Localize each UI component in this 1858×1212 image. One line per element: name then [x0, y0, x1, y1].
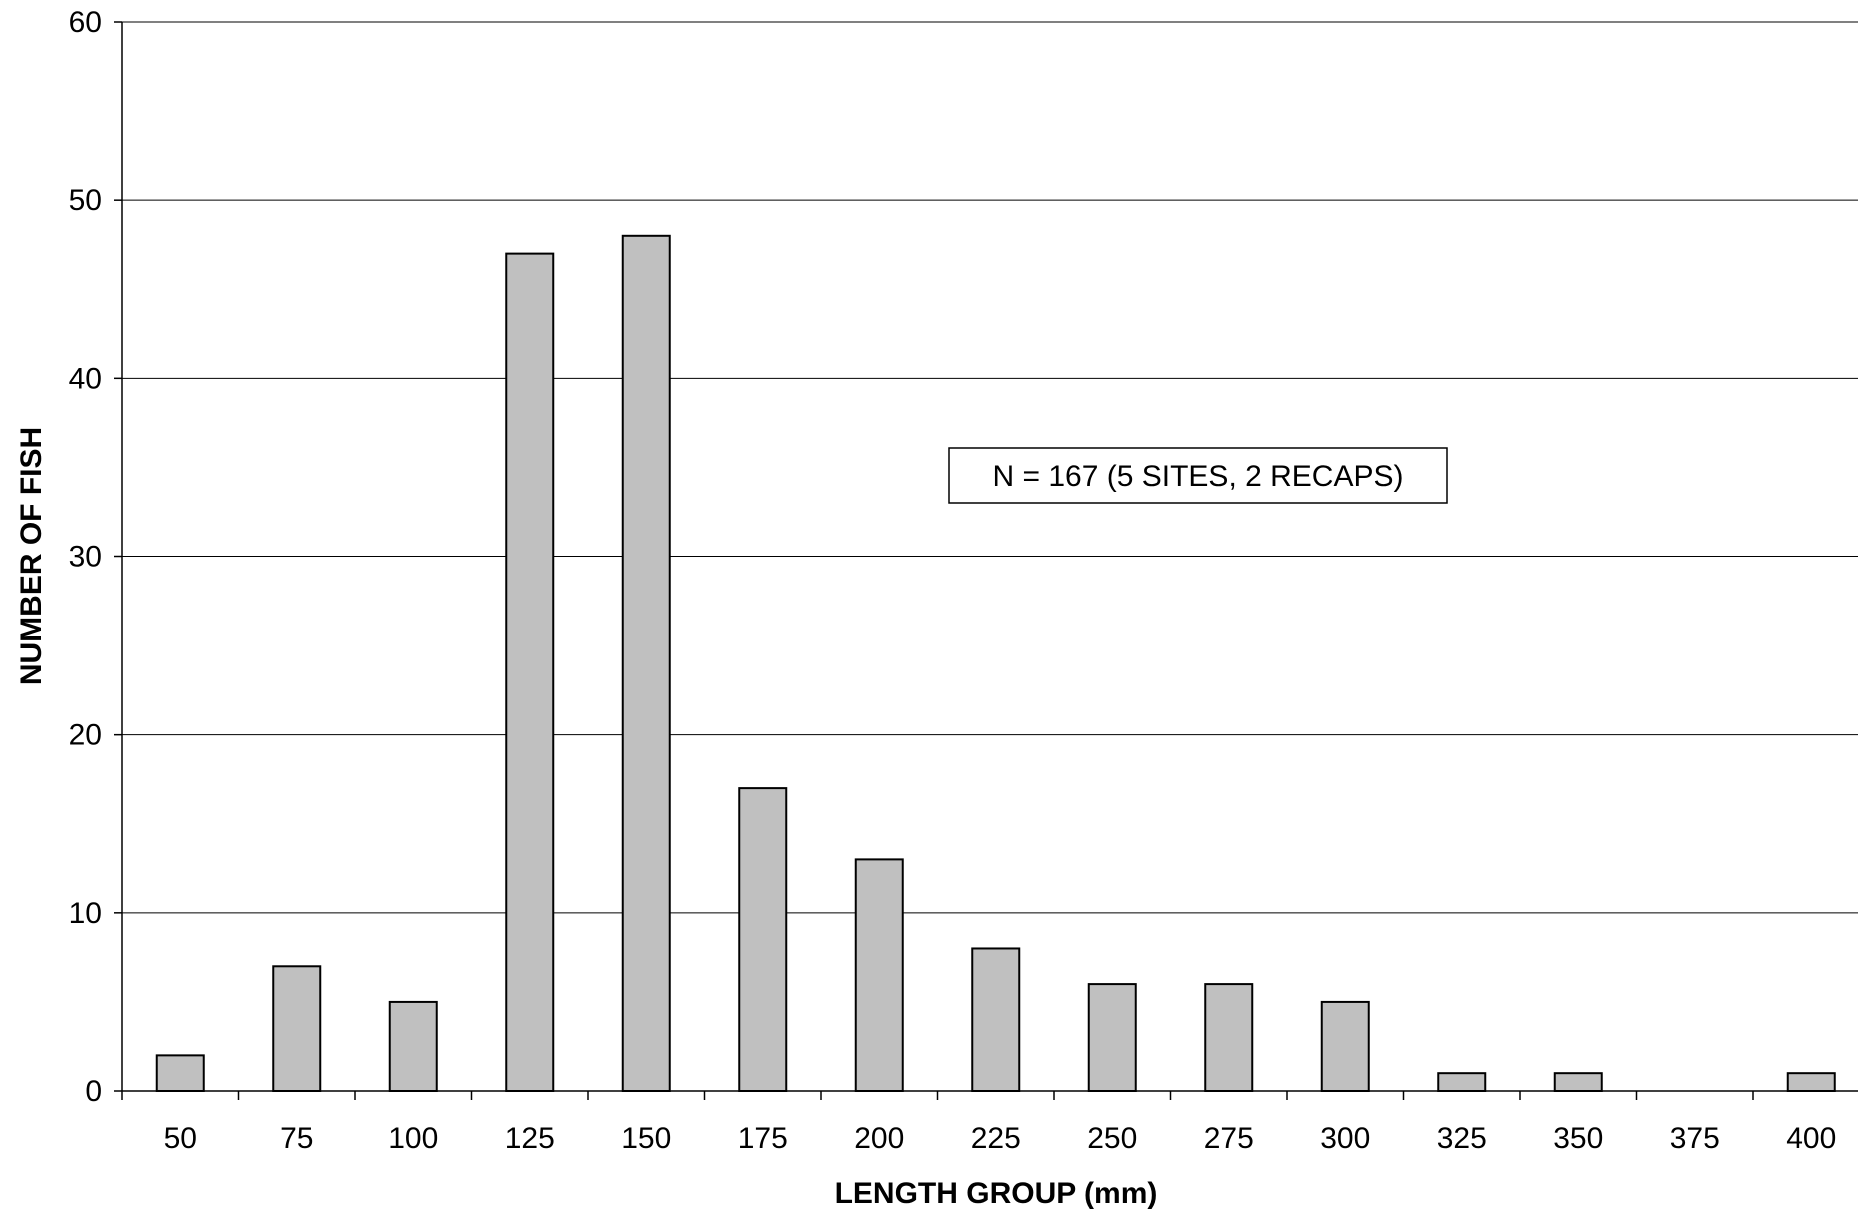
x-axis-ticks: 50 75 100 125 150 175 200 225 250 275 300 325 350 375…	[121, 1091, 1836, 1155]
bar-150	[621, 234, 671, 1093]
y-tick-label: 30	[69, 541, 102, 574]
annotation-box: N = 167 (5 SITES, 2 RECAPS)	[948, 447, 1448, 504]
x-tick-label: 150	[621, 1122, 671, 1155]
x-tick-label: 350	[1553, 1122, 1603, 1155]
x-tick-label: 200	[854, 1122, 904, 1155]
bar-275	[1204, 983, 1254, 1092]
bar-200	[854, 858, 904, 1093]
y-tick-label: 0	[85, 1075, 102, 1108]
bar-100	[388, 1000, 438, 1093]
bar-300	[1320, 1000, 1370, 1093]
y-tick-label: 20	[69, 719, 102, 752]
y-tick-label: 40	[69, 362, 102, 395]
x-axis-title: LENGTH GROUP (mm)	[835, 1177, 1158, 1210]
x-tick-label: 225	[971, 1122, 1021, 1155]
y-tick-label: 50	[69, 184, 102, 217]
x-tick-label: 75	[280, 1122, 313, 1155]
annotation-border	[948, 447, 1448, 504]
annotation-text: N = 167 (5 SITES, 2 RECAPS)	[993, 460, 1404, 493]
x-tick-label: 300	[1320, 1122, 1370, 1155]
y-tick-label: 10	[69, 897, 102, 930]
bar-350	[1553, 1072, 1603, 1093]
bar-325	[1437, 1072, 1487, 1093]
bar-125	[505, 252, 555, 1093]
x-tick-label: 125	[505, 1122, 555, 1155]
x-tick-label: 275	[1204, 1122, 1254, 1155]
x-tick-label: 175	[738, 1122, 788, 1155]
y-axis-ticks: 0 10 20 30 40 50 60	[69, 6, 122, 1108]
y-tick-label: 60	[69, 6, 102, 39]
x-tick-label: 375	[1670, 1122, 1720, 1155]
bar-225	[971, 947, 1021, 1093]
x-tick-label: 325	[1437, 1122, 1487, 1155]
x-tick-label: 100	[388, 1122, 438, 1155]
x-tick-label: 250	[1087, 1122, 1137, 1155]
bar-75	[272, 965, 322, 1092]
bar-50	[155, 1054, 205, 1093]
bar-250	[1087, 983, 1137, 1092]
x-tick-label: 400	[1786, 1122, 1836, 1155]
x-tick-label: 50	[164, 1122, 197, 1155]
bar-175	[738, 787, 788, 1092]
bar-400	[1786, 1072, 1836, 1093]
bars	[155, 234, 1836, 1093]
gridlines	[122, 21, 1858, 914]
y-axis-title: NUMBER OF FISH	[15, 427, 48, 685]
